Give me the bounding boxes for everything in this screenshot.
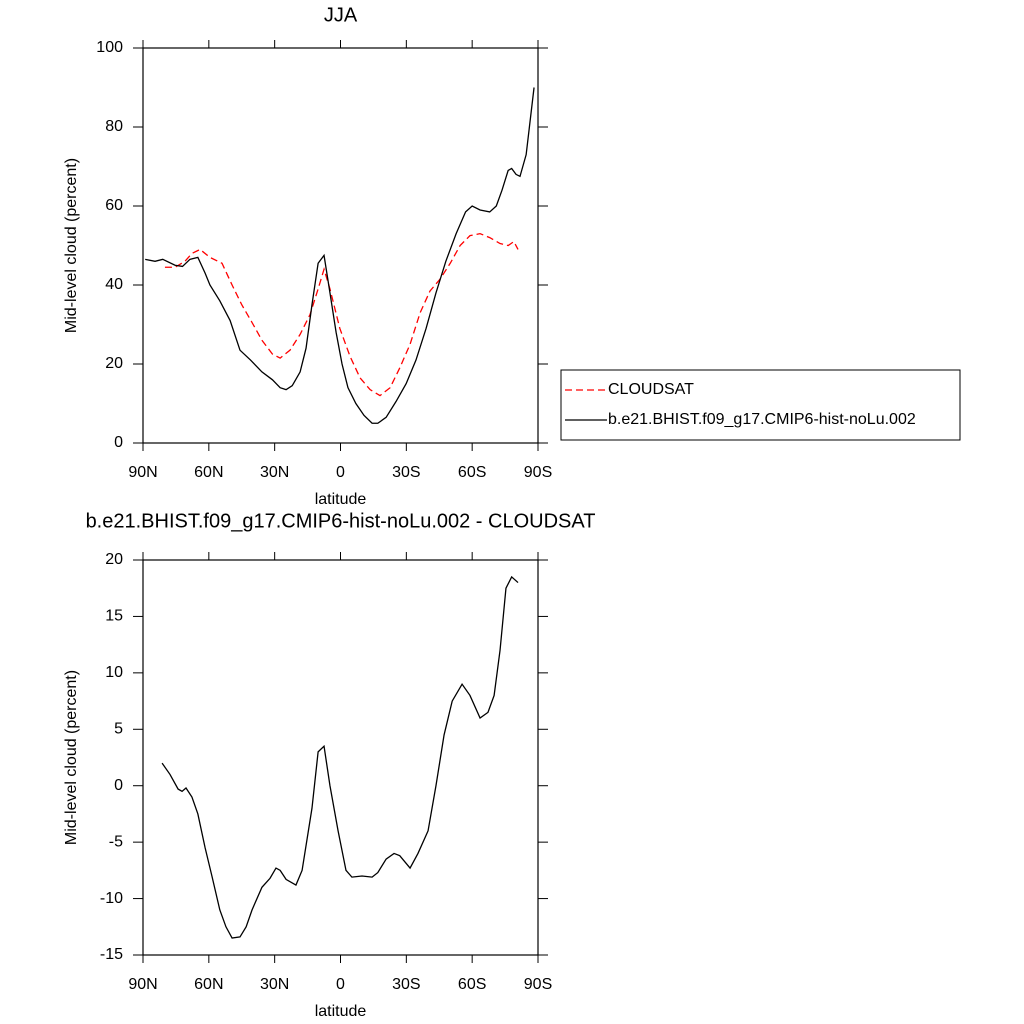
y-tick-label: 10 xyxy=(105,664,123,681)
data-line xyxy=(145,87,535,424)
x-tick-label: 60S xyxy=(458,976,486,993)
y-tick-label: 40 xyxy=(105,276,123,293)
x-tick-label: 90N xyxy=(128,464,157,481)
y-tick-label: 60 xyxy=(105,197,123,214)
data-line xyxy=(164,232,519,397)
x-axis-label: latitude xyxy=(315,1003,367,1020)
x-tick-label: 90N xyxy=(128,976,157,993)
legend-label: b.e21.BHIST.f09_g17.CMIP6-hist-noLu.002 xyxy=(608,411,916,428)
plot-frame xyxy=(142,559,539,956)
x-tick-label: 0 xyxy=(336,464,345,481)
y-tick-label: 15 xyxy=(105,608,123,625)
data-line xyxy=(161,575,519,939)
y-tick-label: 0 xyxy=(114,434,123,451)
y-tick-label: 20 xyxy=(105,355,123,372)
y-tick-label: 100 xyxy=(96,39,123,56)
plot-frame xyxy=(142,47,539,444)
legend-box xyxy=(560,369,961,441)
chart-title: b.e21.BHIST.f09_g17.CMIP6-hist-noLu.002 … xyxy=(86,510,596,532)
x-tick-label: 90S xyxy=(524,976,552,993)
x-tick-label: 90S xyxy=(524,464,552,481)
y-tick-label: 0 xyxy=(114,777,123,794)
y-tick-label: -5 xyxy=(109,833,123,850)
y-axis-label: Mid-level cloud (percent) xyxy=(63,670,80,845)
x-tick-label: 30S xyxy=(392,464,420,481)
y-tick-label: -10 xyxy=(100,890,123,907)
x-tick-label: 30N xyxy=(260,976,289,993)
x-tick-label: 60S xyxy=(458,464,486,481)
y-axis-label: Mid-level cloud (percent) xyxy=(63,158,80,333)
y-tick-label: 20 xyxy=(105,551,123,568)
y-tick-label: 80 xyxy=(105,118,123,135)
x-tick-label: 60N xyxy=(194,464,223,481)
x-tick-label: 30N xyxy=(260,464,289,481)
x-tick-label: 30S xyxy=(392,976,420,993)
x-tick-label: 0 xyxy=(336,976,345,993)
y-tick-label: 5 xyxy=(114,721,123,738)
chart-title: JJA xyxy=(324,4,358,26)
x-tick-label: 60N xyxy=(194,976,223,993)
y-tick-label: -15 xyxy=(100,946,123,963)
legend-label: CLOUDSAT xyxy=(608,381,694,398)
x-axis-label: latitude xyxy=(315,491,367,508)
